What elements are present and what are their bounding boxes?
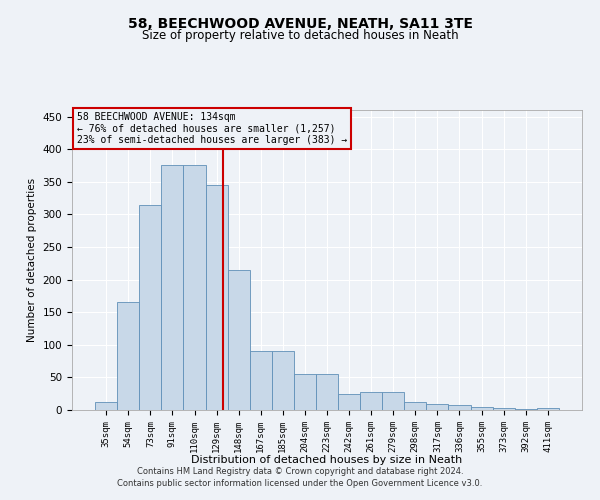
Y-axis label: Number of detached properties: Number of detached properties (27, 178, 37, 342)
Bar (117, 302, 139, 410)
Bar (404, 402, 427, 410)
Bar (448, 406, 470, 410)
Text: Contains HM Land Registry data © Crown copyright and database right 2024.: Contains HM Land Registry data © Crown c… (137, 467, 463, 476)
Bar (227, 270, 250, 410)
Text: 58 BEECHWOOD AVENUE: 134sqm
← 76% of detached houses are smaller (1,257)
23% of : 58 BEECHWOOD AVENUE: 134sqm ← 76% of det… (77, 112, 347, 144)
Bar (294, 374, 316, 410)
Bar (250, 352, 272, 410)
Bar (470, 406, 493, 410)
Bar (493, 408, 515, 410)
Bar (206, 185, 227, 410)
Text: Contains public sector information licensed under the Open Government Licence v3: Contains public sector information licen… (118, 478, 482, 488)
Bar (316, 374, 338, 410)
Bar (537, 408, 559, 410)
Bar (382, 392, 404, 410)
Text: 58, BEECHWOOD AVENUE, NEATH, SA11 3TE: 58, BEECHWOOD AVENUE, NEATH, SA11 3TE (128, 18, 473, 32)
X-axis label: Distribution of detached houses by size in Neath: Distribution of detached houses by size … (191, 455, 463, 465)
Bar (161, 166, 184, 410)
Bar (95, 402, 117, 410)
Bar (427, 404, 448, 410)
Bar (360, 392, 382, 410)
Bar (139, 204, 161, 410)
Text: Size of property relative to detached houses in Neath: Size of property relative to detached ho… (142, 29, 458, 42)
Bar (272, 352, 294, 410)
Bar (184, 166, 206, 410)
Bar (338, 394, 360, 410)
